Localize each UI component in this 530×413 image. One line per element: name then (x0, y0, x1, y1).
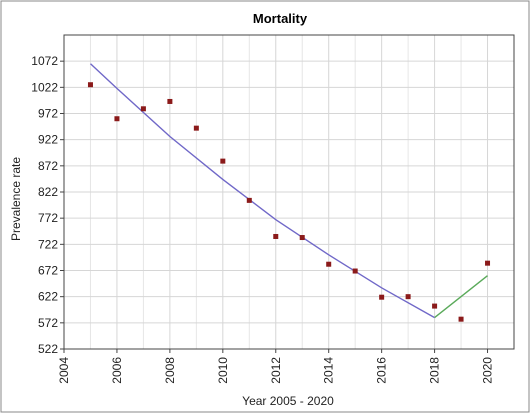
trend-line-2 (434, 275, 488, 319)
y-axis-ticks: 522 572 622 672 722 772 822 872 922 972 1022 1072 (31, 54, 64, 356)
data-point (405, 294, 411, 300)
x-axis-ticks: 2004 2006 2008 2010 2012 2014 2016 2018 2020 (57, 349, 495, 384)
data-point (140, 106, 146, 112)
y-tick-label: 572 (38, 316, 58, 330)
y-tick-label: 1072 (31, 54, 58, 68)
x-tick-label: 2014 (322, 357, 336, 384)
data-point (220, 158, 226, 164)
x-tick-label: 2008 (163, 357, 177, 384)
data-point (273, 233, 279, 239)
x-tick-label: 2012 (269, 357, 283, 384)
y-tick-label: 1022 (31, 80, 58, 94)
y-tick-label: 872 (38, 159, 58, 173)
chart-title: Mortality (253, 11, 308, 26)
data-points (87, 82, 491, 322)
data-point (246, 197, 252, 203)
y-tick-label: 522 (38, 342, 58, 356)
data-point (432, 303, 438, 309)
data-point (352, 268, 358, 274)
x-tick-label: 2020 (481, 357, 495, 384)
data-point (326, 261, 332, 267)
x-tick-label: 2010 (216, 357, 230, 384)
data-point (379, 294, 385, 300)
y-tick-label: 622 (38, 290, 58, 304)
y-tick-label: 822 (38, 185, 58, 199)
data-point (193, 125, 199, 131)
x-axis-label: Year 2005 - 2020 (242, 394, 334, 408)
data-point (485, 260, 491, 266)
x-tick-label: 2016 (375, 357, 389, 384)
data-point (114, 116, 120, 122)
data-point (299, 235, 305, 241)
y-tick-label: 672 (38, 264, 58, 278)
x-tick-label: 2004 (57, 357, 71, 384)
y-axis-label: Prevalence rate (9, 157, 23, 241)
data-point (167, 98, 173, 104)
data-point (458, 316, 464, 322)
x-tick-label: 2018 (428, 357, 442, 384)
data-point (87, 82, 93, 88)
y-tick-label: 772 (38, 211, 58, 225)
y-tick-label: 972 (38, 107, 58, 121)
y-tick-label: 722 (38, 237, 58, 251)
y-tick-label: 922 (38, 133, 58, 147)
x-tick-label: 2006 (110, 357, 124, 384)
